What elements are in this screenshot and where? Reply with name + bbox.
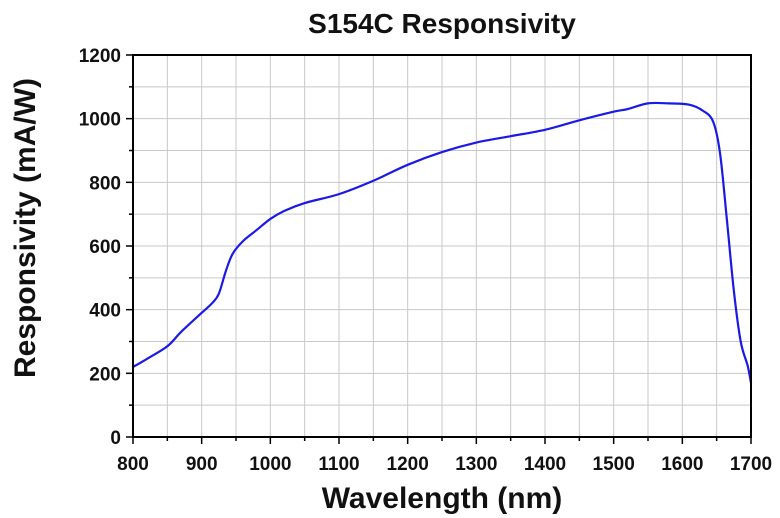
axis-ticks xyxy=(126,54,752,444)
chart-title: S154C Responsivity xyxy=(308,8,576,39)
x-tick-label: 800 xyxy=(117,454,149,475)
y-axis-label: Responsivity (mA/W) xyxy=(9,78,42,378)
x-tick-label: 1200 xyxy=(387,454,429,475)
series-layer xyxy=(131,101,753,384)
y-tick-label: 800 xyxy=(89,173,121,194)
x-tick-label: 900 xyxy=(186,454,218,475)
y-tick-label: 0 xyxy=(110,428,121,449)
x-tick-label: 1100 xyxy=(318,454,359,475)
x-tick-label: 1000 xyxy=(249,454,291,475)
tick-labels: 800 900 1000 1100 1200 1300 1400 1500 1600 1700 0 2… xyxy=(79,46,772,475)
y-tick-label: 400 xyxy=(89,301,121,322)
grid xyxy=(133,55,751,437)
y-tick-label: 600 xyxy=(89,237,121,258)
x-tick-label: 1300 xyxy=(455,454,497,475)
y-tick-label: 1000 xyxy=(79,110,121,131)
y-tick-label: 1200 xyxy=(79,46,121,67)
x-tick-label: 1700 xyxy=(730,454,772,475)
plot-frame xyxy=(132,54,752,438)
x-tick-label: 1500 xyxy=(593,454,635,475)
responsivity-series-line xyxy=(131,101,753,384)
x-tick-label: 1400 xyxy=(524,454,566,475)
y-tick-label: 200 xyxy=(89,364,121,385)
x-tick-label: 1600 xyxy=(661,454,703,475)
x-axis-label: Wavelength (nm) xyxy=(322,482,563,515)
